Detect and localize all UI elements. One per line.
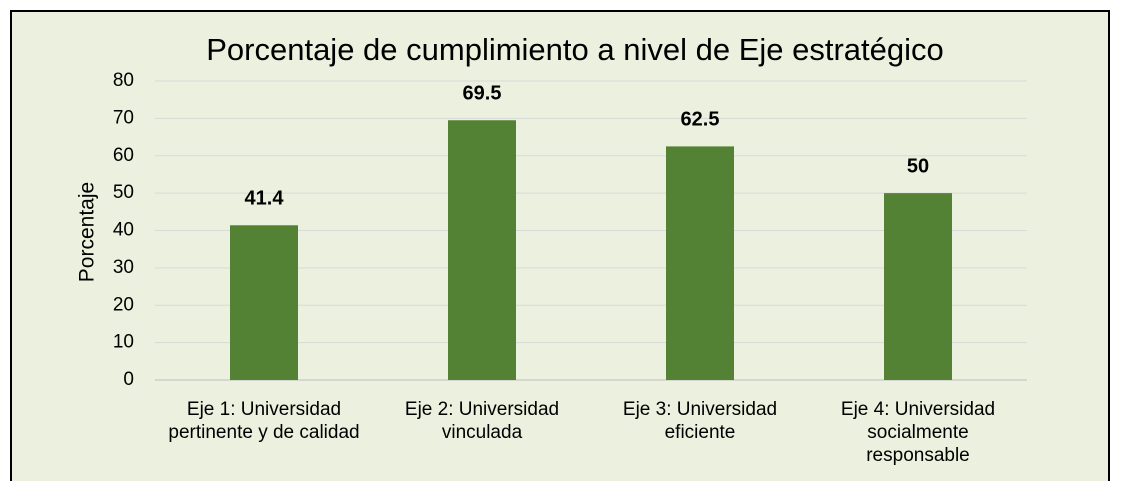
data-label: 50: [907, 155, 929, 177]
y-axis-label: Porcentaje: [76, 182, 99, 282]
data-label: 69.5: [463, 83, 502, 105]
y-tick-label: 50: [113, 182, 134, 203]
y-tick-label: 20: [113, 294, 134, 315]
data-label: 41.4: [245, 188, 285, 210]
bar: [884, 193, 952, 380]
y-tick-label: 0: [123, 369, 134, 390]
y-tick-label: 80: [113, 70, 134, 91]
chart-title: Porcentaje de cumplimiento a nivel de Ej…: [206, 32, 944, 67]
bar: [230, 225, 298, 380]
y-tick-label: 70: [113, 107, 134, 128]
y-tick-label: 40: [113, 220, 134, 241]
y-tick-label: 10: [113, 332, 134, 353]
bar: [666, 146, 734, 380]
x-tick-label: Eje 1: Universidad pertinente y de calid…: [168, 399, 360, 443]
x-tick-label: Eje 3: Universidad eficiente: [622, 399, 778, 443]
y-tick-label: 60: [113, 145, 134, 166]
y-tick-label: 30: [113, 257, 134, 278]
bar: [448, 120, 516, 381]
data-label: 62.5: [681, 109, 720, 131]
x-tick-label: Eje 2: Universidad vinculada: [404, 399, 560, 443]
x-tick-label: Eje 4: Universidad socialmente responsab…: [840, 399, 996, 466]
